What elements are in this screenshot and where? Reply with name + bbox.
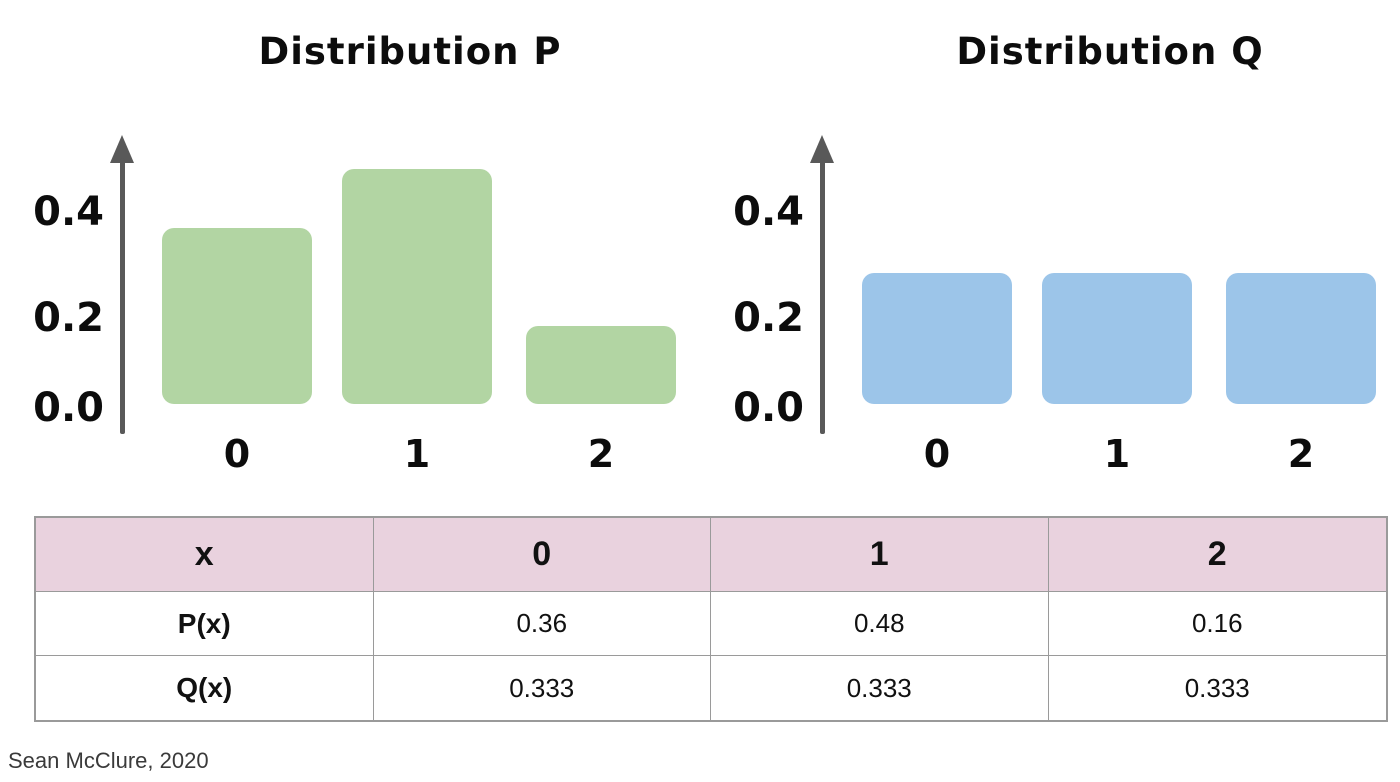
row-label-qx: Q(x) [36,656,374,720]
table-header-x: x [36,518,374,592]
table-header-row: x 0 1 2 [36,518,1386,592]
table-header-2: 2 [1048,518,1386,592]
x-label-2: 2 [587,432,615,476]
bar-q-x1 [1042,273,1192,404]
y-axis-line [120,158,125,434]
cell-px-0: 0.36 [373,592,711,656]
bar-q-x0 [862,273,1012,404]
table-header-0: 0 [373,518,711,592]
y-tick-0.4: 0.4 [733,189,804,235]
x-label-2: 2 [1287,432,1315,476]
chart-q-title: Distribution Q [956,30,1264,73]
x-label-1: 1 [403,432,431,476]
y-tick-0.4: 0.4 [33,189,104,235]
cell-px-1: 0.48 [711,592,1049,656]
chart-p-title: Distribution P [258,30,562,73]
distribution-table: x 0 1 2 P(x) 0.36 0.48 0.16 Q(x) 0.333 0… [34,516,1388,722]
cell-qx-2: 0.333 [1048,656,1386,720]
x-label-1: 1 [1103,432,1131,476]
chart-distribution-q: Distribution Q 0.4 0.2 0.0 0 1 2 [700,0,1400,500]
table-header-1: 1 [711,518,1049,592]
y-tick-0.0: 0.0 [33,385,104,431]
y-tick-0.2: 0.2 [733,295,804,341]
cell-qx-1: 0.333 [711,656,1049,720]
attribution-text: Sean McClure, 2020 [8,748,209,773]
table-row-q: Q(x) 0.333 0.333 0.333 [36,656,1386,720]
row-label-px: P(x) [36,592,374,656]
x-label-0: 0 [923,432,951,476]
bar-q-x2 [1226,273,1376,404]
cell-px-2: 0.16 [1048,592,1386,656]
x-label-0: 0 [223,432,251,476]
bar-p-x1 [342,169,492,404]
table-body: P(x) 0.36 0.48 0.16 Q(x) 0.333 0.333 0.3… [36,592,1386,720]
bar-p-x2 [526,326,676,404]
bar-p-x0 [162,228,312,404]
chart-distribution-p: Distribution P 0.4 0.2 0.0 0 1 2 [0,0,700,500]
table-row-p: P(x) 0.36 0.48 0.16 [36,592,1386,656]
y-tick-0.2: 0.2 [33,295,104,341]
y-tick-0.0: 0.0 [733,385,804,431]
y-axis-line [820,158,825,434]
cell-qx-0: 0.333 [373,656,711,720]
